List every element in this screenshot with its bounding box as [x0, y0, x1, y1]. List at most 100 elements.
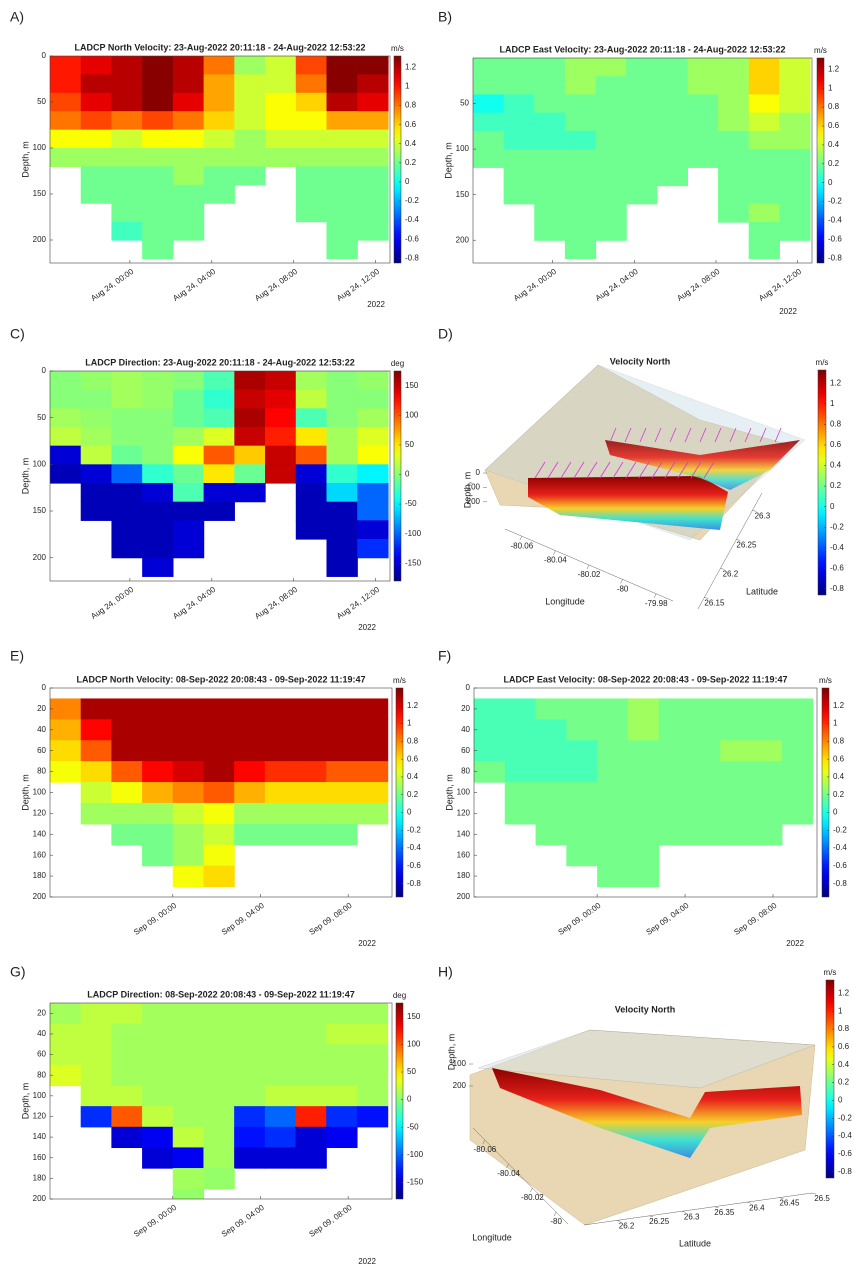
heatmap-cell — [779, 203, 811, 223]
colorbar-tick-label: 0.2 — [405, 158, 417, 167]
heatmap-cell — [534, 149, 566, 168]
y-tick-label: 140 — [33, 829, 47, 838]
heatmap-cell — [111, 148, 143, 167]
heatmap-cell — [80, 1085, 112, 1107]
heatmap-cell — [50, 740, 82, 762]
heatmap-cell — [357, 56, 389, 75]
heatmap-cell — [80, 166, 113, 186]
heatmap-cell — [295, 1106, 327, 1128]
heatmap-cell — [50, 1064, 82, 1087]
heatmap-cell — [234, 166, 266, 186]
y-tick-label: 120 — [457, 809, 471, 818]
heatmap-cell — [566, 698, 598, 720]
heatmap-cell — [357, 427, 389, 447]
heatmap-cell — [564, 203, 597, 223]
heatmap-cell — [718, 130, 750, 150]
y-tick-label: 100 — [457, 788, 471, 797]
heatmap-cell — [779, 149, 811, 168]
chart-title: Velocity North — [610, 356, 671, 366]
heatmap-cell — [503, 130, 535, 150]
heatmap-cell — [50, 1003, 82, 1025]
heatmap-cell — [172, 761, 205, 783]
x-tick-label: Aug 24, 00:00 — [89, 267, 135, 303]
heatmap-cell — [326, 389, 358, 409]
heatmap-cell — [80, 92, 113, 112]
heatmap-cell — [357, 129, 389, 149]
heatmap-cell — [566, 761, 598, 783]
heatmap-cell — [687, 149, 719, 168]
heatmap-cell — [781, 719, 814, 741]
heatmap-cell — [142, 823, 174, 846]
heatmap-cell — [689, 802, 721, 825]
heatmap-cell — [326, 148, 358, 167]
heatmap-cell — [50, 1023, 82, 1045]
heatmap-cell — [658, 719, 691, 741]
heatmap-cell — [172, 483, 205, 503]
heatmap-cell — [142, 1023, 174, 1045]
heatmap-cell — [473, 130, 505, 150]
y-tick — [746, 1201, 751, 1204]
heatmap-cell — [111, 203, 143, 223]
heatmap-cell — [264, 1064, 297, 1087]
y-axis — [583, 1192, 813, 1226]
heatmap-cell — [326, 557, 358, 577]
heatmap-cell — [295, 1064, 327, 1087]
velocity-arrow — [586, 461, 598, 479]
x-axis-label: Longitude — [545, 596, 585, 606]
heatmap-cell — [326, 698, 358, 720]
heatmap-cell — [326, 740, 358, 762]
colorbar-tick-label: 1.2 — [407, 701, 419, 710]
heatmap-cell — [172, 1064, 205, 1087]
heatmap-cell — [658, 823, 691, 846]
heatmap-cell — [172, 148, 205, 167]
heatmap-cell — [595, 222, 627, 241]
heatmap-cell — [203, 1023, 235, 1045]
heatmap-cell — [326, 166, 358, 186]
heatmap-cell — [326, 1044, 358, 1066]
colorbar-tick-label: 0.2 — [838, 1078, 850, 1087]
heatmap-cell — [111, 1023, 143, 1045]
heatmap-cell — [627, 865, 660, 888]
heatmap-cell — [689, 698, 721, 720]
heatmap-cell — [142, 166, 174, 186]
heatmap-cell — [295, 56, 328, 75]
heatmap-cell — [111, 166, 143, 186]
velocity-arrow — [654, 427, 662, 443]
velocity-arrow — [729, 427, 737, 443]
heatmap-cell — [234, 148, 266, 167]
heatmap-cell — [720, 782, 752, 804]
chart-title: LADCP East Velocity: 08-Sep-2022 20:08:4… — [504, 674, 788, 684]
x-tick-label: Aug 24, 04:00 — [171, 267, 217, 303]
heatmap-cell — [504, 740, 537, 762]
x-tick-label: Aug 24, 04:00 — [171, 585, 217, 621]
heatmap-cell — [356, 1106, 389, 1128]
panel-label: A) — [10, 9, 24, 25]
heatmap-cell — [295, 1147, 327, 1169]
heatmap-cell — [142, 1064, 174, 1087]
heatmap-cell — [203, 844, 235, 867]
heatmap-cell — [111, 129, 143, 149]
heatmap-cell — [626, 149, 658, 168]
heatmap-cell — [264, 1044, 297, 1066]
heatmap-cell — [720, 740, 752, 762]
y-tick-label: 200 — [456, 235, 470, 244]
heatmap-cell — [534, 76, 566, 96]
heatmap-cell — [203, 782, 235, 804]
heatmap-cell — [357, 184, 389, 204]
heatmap-cell — [566, 844, 598, 867]
colorbar-tick-label: 0 — [833, 808, 838, 817]
heatmap-cell — [656, 76, 689, 96]
heatmap-cell — [503, 167, 535, 187]
heatmap-cell — [234, 719, 266, 741]
heatmap-cell — [111, 823, 143, 846]
heatmap-cell — [50, 129, 82, 149]
colorbar-tick-label: 1 — [407, 719, 412, 728]
heatmap-cell — [658, 698, 691, 720]
heatmap-cell — [626, 167, 658, 187]
heatmap-cell — [534, 167, 566, 187]
heatmap-cell — [689, 823, 721, 846]
heatmap-cell — [142, 464, 174, 484]
heatmap-cell — [111, 539, 143, 559]
heatmap-cell — [566, 823, 598, 846]
heatmap-cell — [595, 149, 627, 168]
